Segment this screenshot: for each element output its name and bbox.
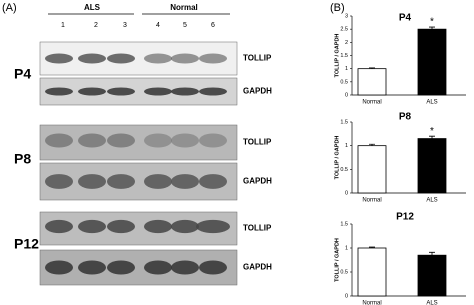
y-tick-label: 0.5 [340, 79, 348, 85]
blot-row-label: TOLLIP [243, 138, 272, 147]
blot-band [199, 174, 227, 189]
blot-band [78, 219, 106, 234]
blot-band [45, 87, 73, 96]
blot-band [144, 260, 172, 275]
blot-band [78, 174, 106, 189]
y-tick-label: 0 [345, 190, 348, 196]
x-tick-label: Normal [362, 198, 381, 204]
blot-age-label: P4 [14, 66, 31, 82]
blot-band [171, 53, 199, 64]
x-tick-label: ALS [426, 301, 437, 305]
blot-band [199, 260, 227, 275]
error-bar [369, 67, 375, 69]
blot-band [144, 174, 172, 189]
lane-number: 5 [183, 22, 187, 29]
chart-title: P4 [399, 13, 412, 24]
blot-band [171, 133, 199, 148]
blot-age-label: P8 [14, 151, 31, 167]
y-tick-label: 0.5 [340, 167, 348, 173]
blot-band [78, 133, 106, 148]
blot-row-label: GAPDH [243, 177, 272, 186]
panel-label: (B) [330, 2, 345, 14]
bar [417, 138, 447, 194]
y-tick-label: 1.5 [340, 221, 348, 227]
blot-band [107, 260, 135, 275]
y-tick-label: 0.5 [340, 269, 348, 275]
blot-band [78, 87, 106, 96]
group-label: Normal [170, 3, 198, 12]
blot-band [45, 219, 73, 234]
bar [357, 247, 387, 297]
lane-number: 2 [94, 22, 98, 29]
bar [417, 28, 447, 96]
y-tick-label: 1 [345, 143, 348, 149]
blot-band [144, 133, 172, 148]
significance-mark: * [430, 17, 434, 28]
blot-band [171, 260, 199, 275]
y-axis-label: TOLLIP / GAPDH [334, 238, 340, 282]
y-tick-label: 1 [345, 66, 348, 72]
x-tick-label: Normal [362, 100, 381, 106]
y-tick-label: 0 [345, 293, 348, 299]
chart-title: P8 [399, 112, 412, 123]
blot-band [171, 174, 199, 189]
blot-age-label: P12 [14, 236, 39, 252]
y-axis-label: TOLLIP / GAPDH [334, 34, 340, 78]
blot-band [107, 133, 135, 148]
lane-number: 1 [61, 22, 65, 29]
blot-band [199, 87, 227, 96]
bar [357, 68, 387, 96]
y-tick-label: 1.5 [340, 53, 348, 59]
lane-number: 4 [156, 22, 160, 29]
bar [357, 145, 387, 194]
blot-band [78, 260, 106, 275]
y-tick-label: 0 [345, 92, 348, 98]
error-bar [429, 26, 435, 30]
blot-band [45, 260, 73, 275]
panel-label: (A) [2, 2, 17, 14]
blot-band [107, 174, 135, 189]
x-tick-label: ALS [426, 100, 437, 106]
error-bar [429, 135, 435, 139]
group-label: ALS [84, 3, 101, 12]
blot-row-label: TOLLIP [243, 224, 272, 233]
blot-band [144, 53, 172, 64]
x-tick-label: Normal [362, 301, 381, 305]
blot-band [107, 219, 135, 234]
y-tick-label: 2 [345, 40, 348, 46]
blot-band [144, 219, 172, 234]
blot-band [45, 133, 73, 148]
blot-row-label: GAPDH [243, 263, 272, 272]
blot-band [171, 219, 199, 234]
blot-band [45, 53, 73, 64]
blot-band [144, 87, 172, 96]
bar [417, 254, 447, 297]
blot-band [45, 174, 73, 189]
significance-mark: * [430, 126, 434, 137]
blot-band [107, 87, 135, 96]
blot-band [107, 53, 135, 64]
error-bar [369, 246, 375, 248]
error-bar [369, 143, 375, 146]
blot-band [199, 53, 227, 64]
blot-band [78, 53, 106, 64]
blot-row-label: TOLLIP [243, 54, 272, 63]
y-tick-label: 1 [345, 245, 348, 251]
y-axis-label: TOLLIP / GAPDH [334, 136, 340, 180]
blot-band [171, 87, 199, 96]
lane-number: 6 [211, 22, 215, 29]
error-bar [429, 251, 435, 256]
x-tick-label: ALS [426, 198, 437, 204]
lane-number: 3 [123, 22, 127, 29]
y-tick-label: 3 [345, 13, 348, 19]
blot-band [199, 133, 227, 148]
blot-band [196, 219, 230, 234]
y-tick-label: 1.5 [340, 119, 348, 125]
chart-title: P12 [396, 212, 414, 223]
y-tick-label: 2.5 [340, 27, 348, 33]
blot-row-label: GAPDH [243, 87, 272, 96]
